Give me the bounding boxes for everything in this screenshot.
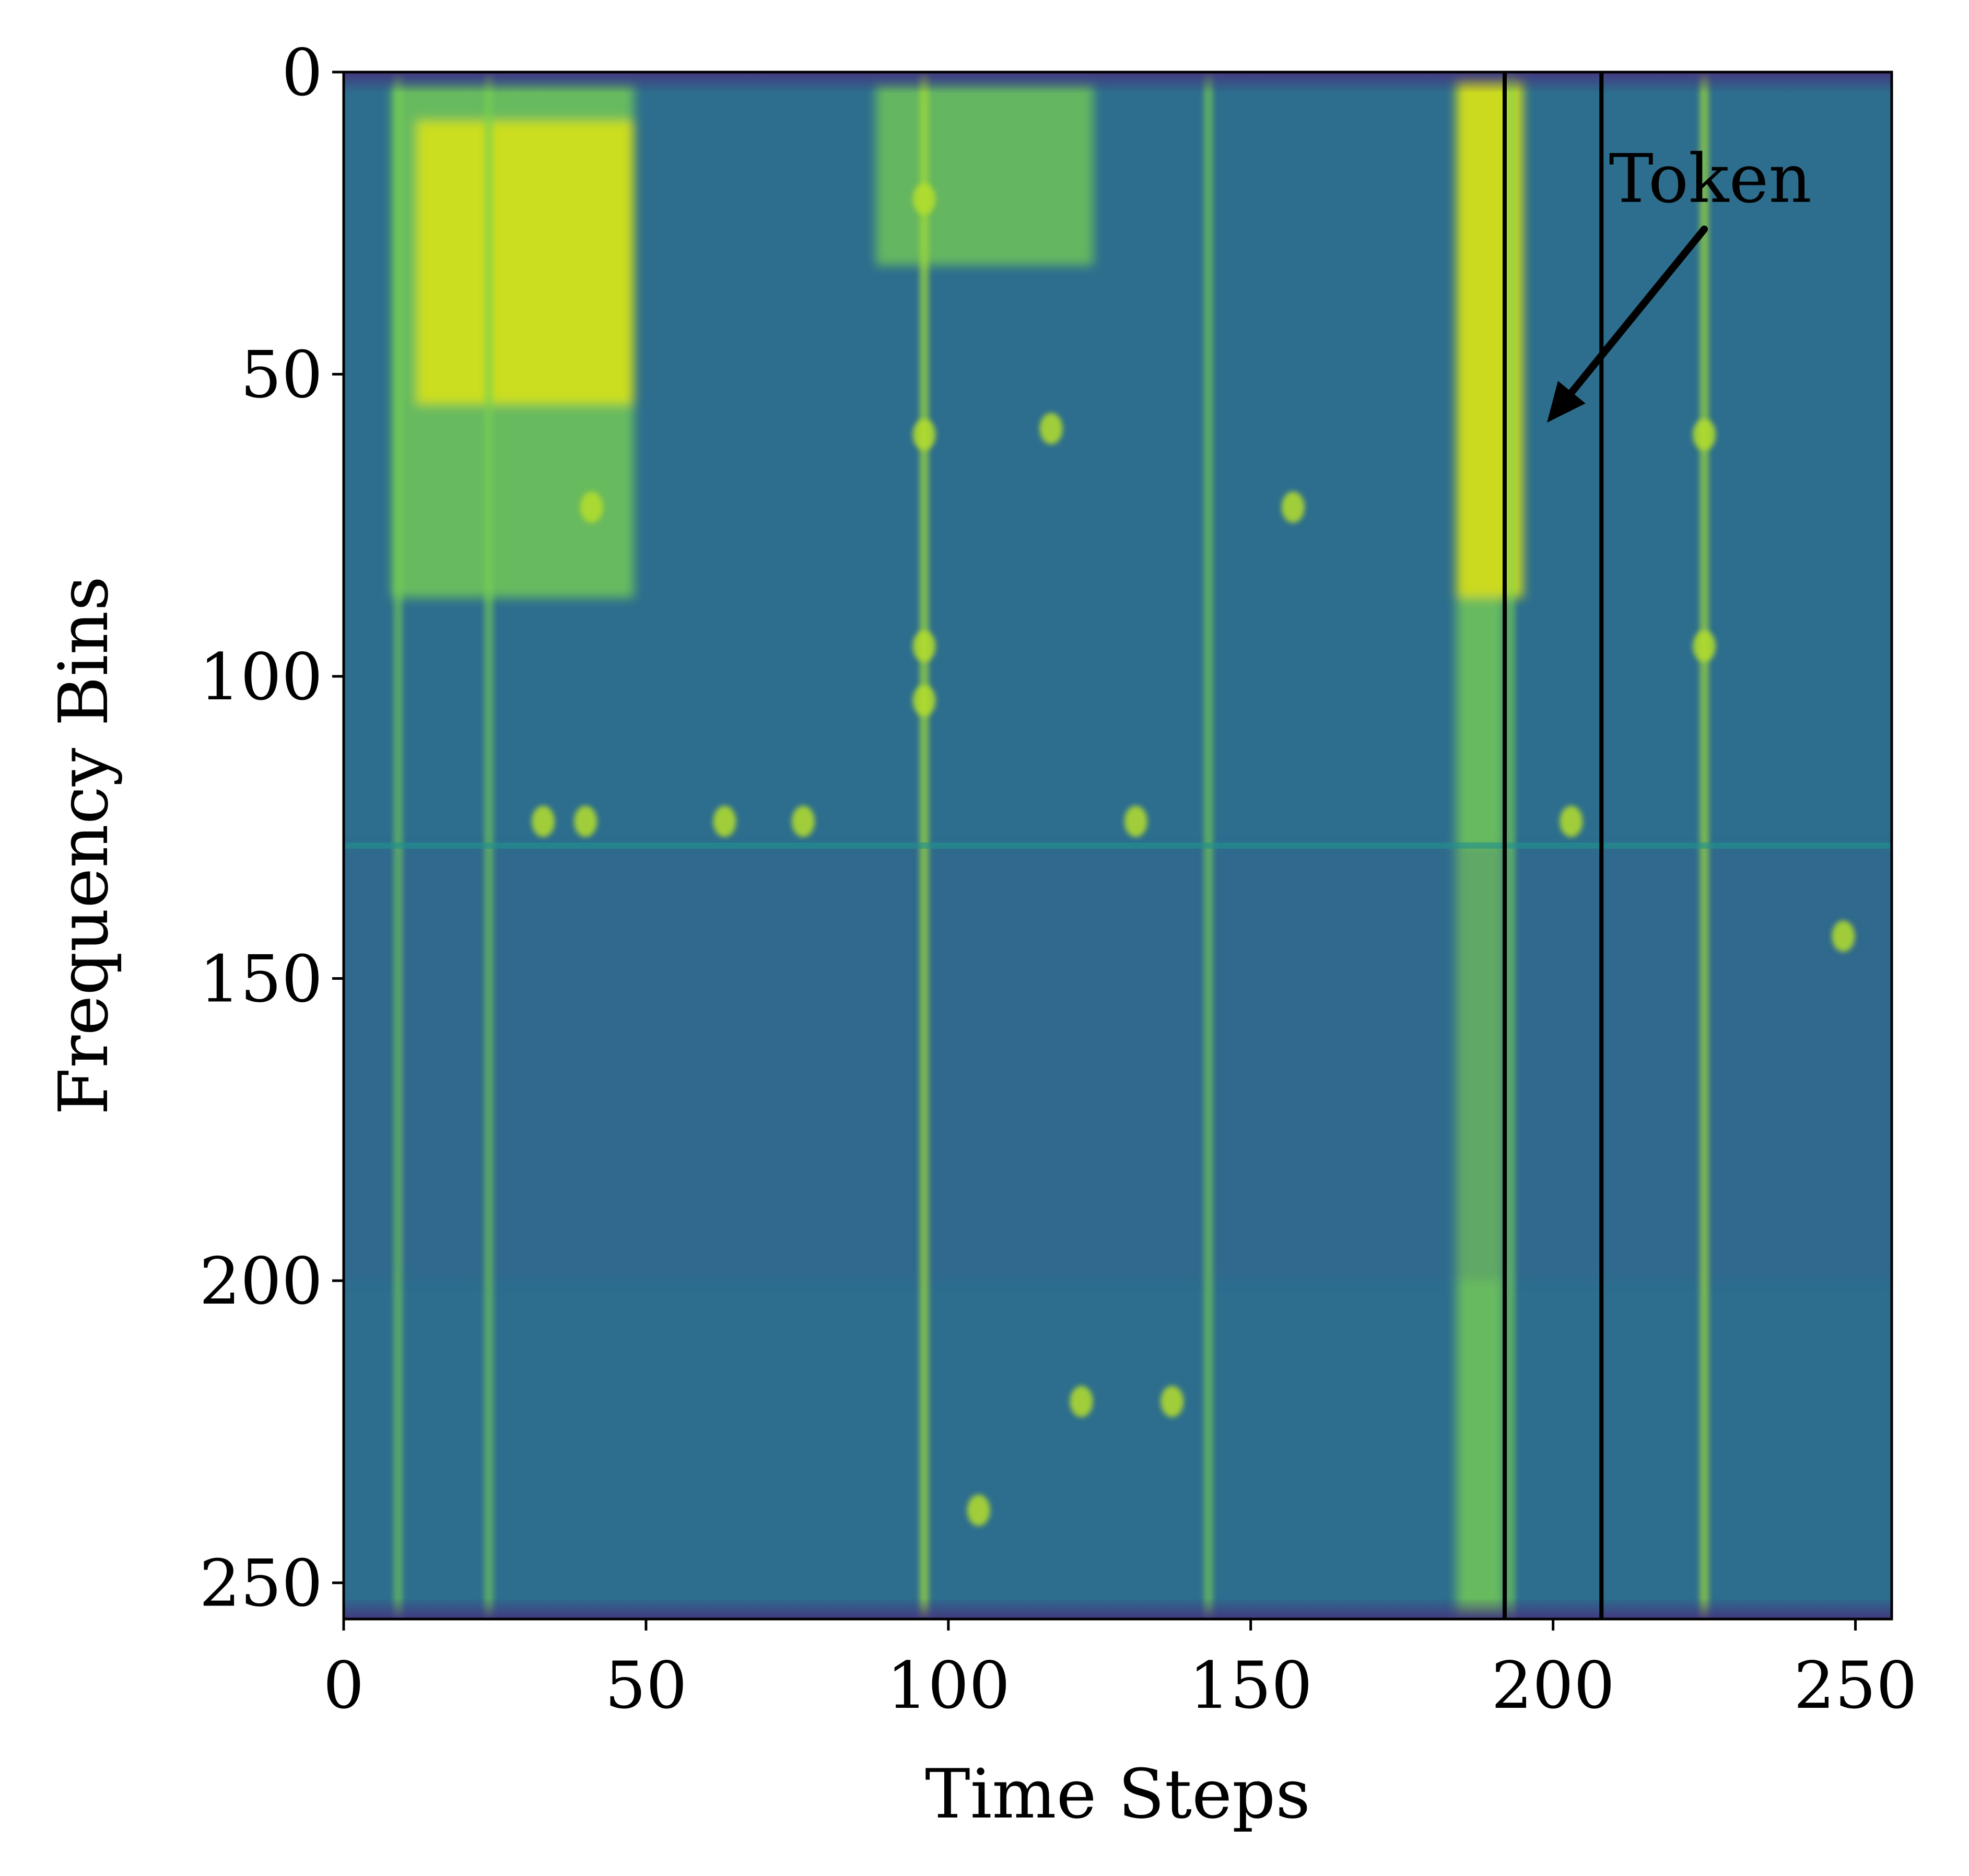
- token-boundary-lines: [1503, 72, 1604, 1619]
- bright-spot-15: [1161, 1386, 1184, 1417]
- horizontal-line: [344, 842, 1892, 849]
- bright-spot-6: [912, 183, 936, 215]
- bright-spots: [532, 183, 1855, 1526]
- x-tick-label-1: 50: [605, 1648, 687, 1723]
- annotation-arrow-head: [1547, 381, 1586, 423]
- plot-frame: [342, 71, 1893, 1621]
- y-tick-label-4: 200: [199, 1244, 323, 1319]
- dark-band: [344, 846, 1892, 1281]
- y-axis-ticks: 0 50 100 150 200 250: [199, 36, 344, 1622]
- bright-spot-18: [580, 491, 603, 523]
- annotation-arrow-shaft: [1568, 225, 1708, 396]
- x-tick-label-4: 200: [1491, 1648, 1615, 1723]
- annotation-label: Token: [1609, 140, 1812, 218]
- y-tick-label-2: 100: [199, 640, 323, 715]
- bright-spot-5: [1560, 805, 1583, 837]
- bright-spot-12: [1832, 920, 1855, 952]
- x-axis-ticks: 0 50 100 150 200 250: [323, 1619, 1917, 1723]
- horizontal-line-bin: [344, 842, 1892, 849]
- heatmap-image: [344, 72, 1892, 1619]
- bright-spot-9: [912, 685, 936, 717]
- bright-spot-2: [713, 805, 736, 837]
- x-tick-label-3: 150: [1189, 1648, 1312, 1723]
- bright-spot-4: [1124, 805, 1147, 837]
- bright-region-4: [875, 84, 1094, 266]
- x-tick-label-0: 0: [323, 1648, 365, 1723]
- bright-spot-7: [912, 419, 936, 451]
- x-axis-label: Time Steps: [925, 1754, 1310, 1834]
- bright-spot-13: [967, 1494, 990, 1526]
- bright-region-1: [416, 120, 634, 405]
- bottom-edge-shading: [344, 1598, 1892, 1619]
- bright-spot-16: [1281, 491, 1305, 523]
- bright-spot-17: [1039, 413, 1063, 444]
- y-tick-label-5: 250: [199, 1546, 323, 1622]
- bright-spot-8: [912, 630, 936, 662]
- y-tick-label-1: 50: [240, 338, 323, 413]
- top-edge-shading: [344, 72, 1892, 93]
- bright-spot-0: [532, 805, 555, 837]
- bright-spot-3: [791, 805, 815, 837]
- bright-spot-1: [574, 805, 597, 837]
- bright-spot-10: [1693, 419, 1716, 451]
- bright-spot-14: [1070, 1386, 1093, 1417]
- y-tick-label-0: 0: [282, 36, 323, 111]
- y-axis-label: Frequency Bins: [44, 576, 123, 1115]
- y-tick-label-3: 150: [199, 942, 323, 1017]
- bright-spot-11: [1693, 630, 1716, 662]
- token-annotation: Token: [1547, 140, 1812, 423]
- x-tick-label-2: 100: [886, 1648, 1010, 1723]
- x-tick-label-5: 250: [1794, 1648, 1917, 1723]
